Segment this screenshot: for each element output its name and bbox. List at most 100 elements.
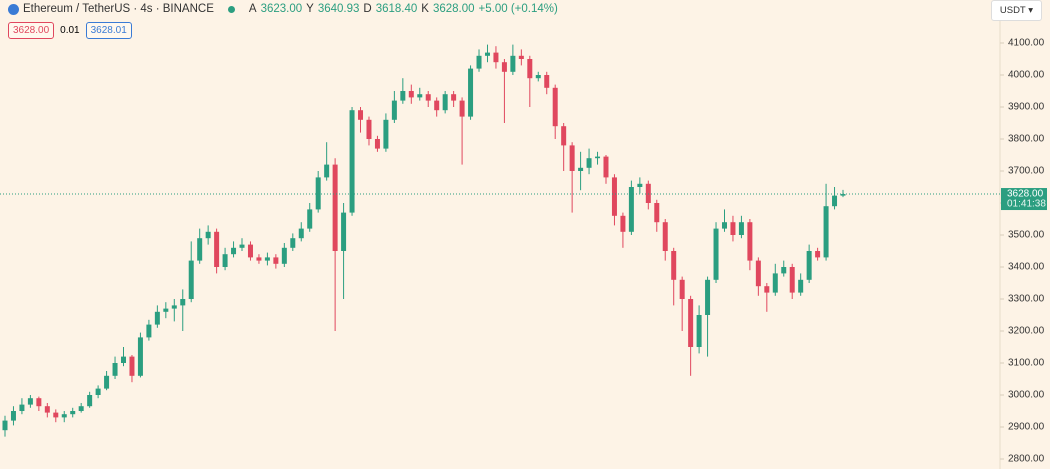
y-tick-label: 3500.00 [1008,230,1045,241]
candle-body [154,311,160,325]
candle-body [459,100,465,117]
candle-body [628,187,634,232]
last-price-tag [1001,188,1047,211]
y-tick-label: 4100.00 [1008,38,1045,49]
candle-body [247,244,253,258]
candle-body [231,247,237,255]
change: +5.00 (+0.14%) [478,3,558,15]
candle-body [298,228,304,239]
candle-body [840,194,846,196]
y-tick-label: 3100.00 [1008,358,1045,369]
candle-body [44,406,50,413]
candle-body [315,177,321,210]
candle-body [501,62,507,72]
candle-body [146,324,152,338]
h-label: Y [306,3,314,15]
candle-body [611,177,617,216]
candle-body [10,411,16,421]
candle-body [713,228,719,280]
ask[interactable]: 3628.01 [85,22,132,39]
y-tick-label: 3200.00 [1008,326,1045,337]
candle-body [476,55,482,69]
y-tick-label: 4000.00 [1008,70,1045,81]
candle-body [349,110,355,213]
y-tick-label: 3900.00 [1008,102,1045,113]
candle-body [721,222,727,229]
y-tick-label: 2900.00 [1008,422,1045,433]
candle-body [95,388,101,395]
candle-body [789,267,795,293]
candle-body [27,398,33,405]
y-tick-label: 3800.00 [1008,134,1045,145]
candle-body [129,356,135,376]
candle-body [493,52,499,63]
candle-body [205,231,211,239]
candle-body [823,206,829,258]
candle-body [163,308,169,312]
candle-body [324,164,330,178]
candle-body [61,414,67,418]
candle-body [366,119,372,139]
candle-body [637,183,643,187]
candle-body [383,119,389,149]
candle-body [645,183,651,203]
l-value: 3618.40 [375,3,418,15]
candle-body [19,404,25,411]
candle-body [434,100,440,111]
candle-body [273,257,279,264]
candle-body [171,305,177,309]
candle-body [806,251,812,280]
candle-body [408,91,414,98]
candle-body [197,238,203,261]
o-value: 3623.00 [260,3,303,15]
y-tick-label: 3000.00 [1008,390,1045,401]
candle-body [180,299,186,306]
candle-body [78,406,84,411]
candle-body [552,87,558,127]
candle-body [442,94,448,111]
candle-body [290,238,296,248]
candle-body [510,55,516,72]
candle-body [747,222,753,261]
candle-body [374,139,380,149]
candle-body [137,337,143,376]
candle-body [256,257,262,261]
candle-body [188,260,194,299]
spread: 0.01 [60,25,80,36]
bid[interactable]: 3628.00 [8,22,55,39]
candle-body [484,52,490,56]
quote-boxes: 3628.00 0.01 3628.01 [8,22,132,39]
candle-body [595,156,601,159]
candle-body [104,375,110,389]
symbol[interactable]: Ethereum / TetherUS · 4s · BINANCE [23,3,214,15]
candle-body [36,398,42,407]
candle-body [264,257,270,261]
candle-body [679,279,685,299]
candle-body [798,279,804,293]
countdown: 01:41:38 [1007,199,1046,210]
candle-body [738,222,744,235]
candle-body [527,59,533,79]
h-value: 3640.93 [317,3,360,15]
candle-body [705,279,711,315]
candle-body [815,251,821,258]
candle-body [586,158,592,168]
candle-body [730,222,736,235]
candle-body [688,299,694,347]
y-tick-label: 3700.00 [1008,166,1045,177]
candle-body [451,94,457,101]
currency-select[interactable]: USDT ▾ [990,0,1042,21]
candle-body [341,212,347,251]
candle-body [544,75,550,88]
o-label: A [248,3,257,15]
candle-body [281,247,287,264]
candle-body [781,267,787,274]
candle-body [561,126,567,146]
candle-body [772,273,778,293]
candle-body [121,356,127,363]
c-label: K [421,3,429,15]
candle-body [764,286,770,293]
logo [8,3,19,15]
